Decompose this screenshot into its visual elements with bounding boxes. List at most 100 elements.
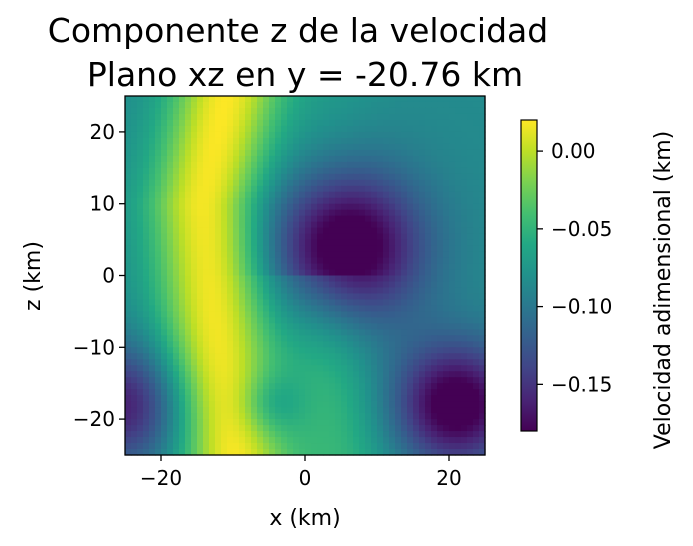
heatmap-cell xyxy=(353,311,360,318)
heatmap-cell xyxy=(161,359,168,366)
heatmap-cell xyxy=(137,281,144,289)
heatmap-cell xyxy=(341,251,348,259)
heatmap-cell xyxy=(275,359,282,366)
heatmap-cell xyxy=(227,173,234,181)
heatmap-cell xyxy=(173,215,180,223)
heatmap-cell xyxy=(479,329,486,336)
heatmap-cell xyxy=(131,215,138,223)
heatmap-cell xyxy=(329,323,336,330)
heatmap-cell xyxy=(137,239,144,247)
heatmap-cell xyxy=(437,137,444,145)
heatmap-cell xyxy=(269,287,276,295)
heatmap-cell xyxy=(359,293,366,301)
heatmap-cell xyxy=(173,275,180,283)
heatmap-cell xyxy=(311,137,318,145)
heatmap-cell xyxy=(149,449,156,456)
heatmap-cell xyxy=(347,347,354,354)
heatmap-cell xyxy=(479,305,486,312)
heatmap-cell xyxy=(203,449,210,456)
heatmap-cell xyxy=(455,263,462,271)
heatmap-cell xyxy=(419,251,426,259)
heatmap-cell xyxy=(143,96,150,103)
heatmap-cell xyxy=(353,191,360,199)
heatmap-cell xyxy=(239,269,246,277)
heatmap-cell xyxy=(335,377,342,384)
heatmap-cell xyxy=(149,227,156,235)
heatmap-cell xyxy=(347,173,354,181)
heatmap-cell xyxy=(449,209,456,217)
heatmap-cell xyxy=(179,179,186,187)
heatmap-cell xyxy=(299,179,306,187)
heatmap-cell xyxy=(239,317,246,324)
heatmap-cell xyxy=(371,101,378,109)
heatmap-cell xyxy=(341,311,348,318)
heatmap-cell xyxy=(227,305,234,312)
heatmap-cell xyxy=(419,413,426,420)
heatmap-cell xyxy=(383,179,390,187)
heatmap-cell xyxy=(293,425,300,432)
heatmap-cell xyxy=(215,251,222,259)
heatmap-cell xyxy=(203,149,210,157)
heatmap-cell xyxy=(407,425,414,432)
heatmap-cell xyxy=(383,251,390,259)
heatmap-cell xyxy=(347,317,354,324)
heatmap-cell xyxy=(275,137,282,145)
heatmap-cell xyxy=(389,185,396,193)
heatmap-cell xyxy=(371,257,378,265)
heatmap-cell xyxy=(161,323,168,330)
heatmap-cell xyxy=(413,233,420,241)
heatmap-cell xyxy=(335,407,342,414)
heatmap-cell xyxy=(209,251,216,259)
heatmap-cell xyxy=(431,269,438,277)
heatmap-cell xyxy=(167,365,174,372)
heatmap-cell xyxy=(227,96,234,103)
heatmap-cell xyxy=(269,353,276,360)
heatmap-cell xyxy=(419,407,426,414)
heatmap-cell xyxy=(179,245,186,253)
heatmap-cell xyxy=(305,107,312,115)
heatmap-cell xyxy=(251,365,258,372)
heatmap-cell xyxy=(449,143,456,151)
heatmap-cell xyxy=(395,257,402,265)
heatmap-cell xyxy=(371,251,378,259)
heatmap-cell xyxy=(449,149,456,157)
heatmap-cell xyxy=(317,299,324,307)
heatmap-cell xyxy=(125,101,132,109)
heatmap-cell xyxy=(473,239,480,247)
heatmap-cell xyxy=(311,96,318,103)
heatmap-cell xyxy=(329,257,336,265)
heatmap-cell xyxy=(371,317,378,324)
heatmap-cell xyxy=(365,179,372,187)
heatmap-cell xyxy=(455,131,462,139)
heatmap-cell xyxy=(407,287,414,295)
heatmap-cell xyxy=(335,365,342,372)
heatmap-cell xyxy=(269,335,276,342)
y-tick-label: 0 xyxy=(102,264,115,288)
heatmap-cell xyxy=(227,437,234,444)
heatmap-cell xyxy=(329,233,336,241)
heatmap-cell xyxy=(365,197,372,205)
heatmap-cell xyxy=(353,287,360,295)
heatmap-cell xyxy=(167,395,174,402)
heatmap-cell xyxy=(257,431,264,438)
heatmap-cell xyxy=(365,395,372,402)
heatmap-cell xyxy=(143,377,150,384)
heatmap-cell xyxy=(323,275,330,283)
heatmap-cell xyxy=(401,179,408,187)
heatmap-cell xyxy=(197,377,204,384)
heatmap-cell xyxy=(233,347,240,354)
heatmap-cell xyxy=(329,263,336,271)
heatmap-cell xyxy=(245,107,252,115)
heatmap-cell xyxy=(269,305,276,312)
heatmap-cell xyxy=(149,179,156,187)
heatmap-cell xyxy=(329,215,336,223)
heatmap-cell xyxy=(479,347,486,354)
heatmap-cell xyxy=(449,287,456,295)
heatmap-cell xyxy=(293,131,300,139)
heatmap-cell xyxy=(341,257,348,265)
heatmap-cell xyxy=(233,437,240,444)
heatmap-cell xyxy=(215,227,222,235)
heatmap-cell xyxy=(341,329,348,336)
heatmap-cell xyxy=(371,143,378,151)
heatmap-cell xyxy=(305,347,312,354)
